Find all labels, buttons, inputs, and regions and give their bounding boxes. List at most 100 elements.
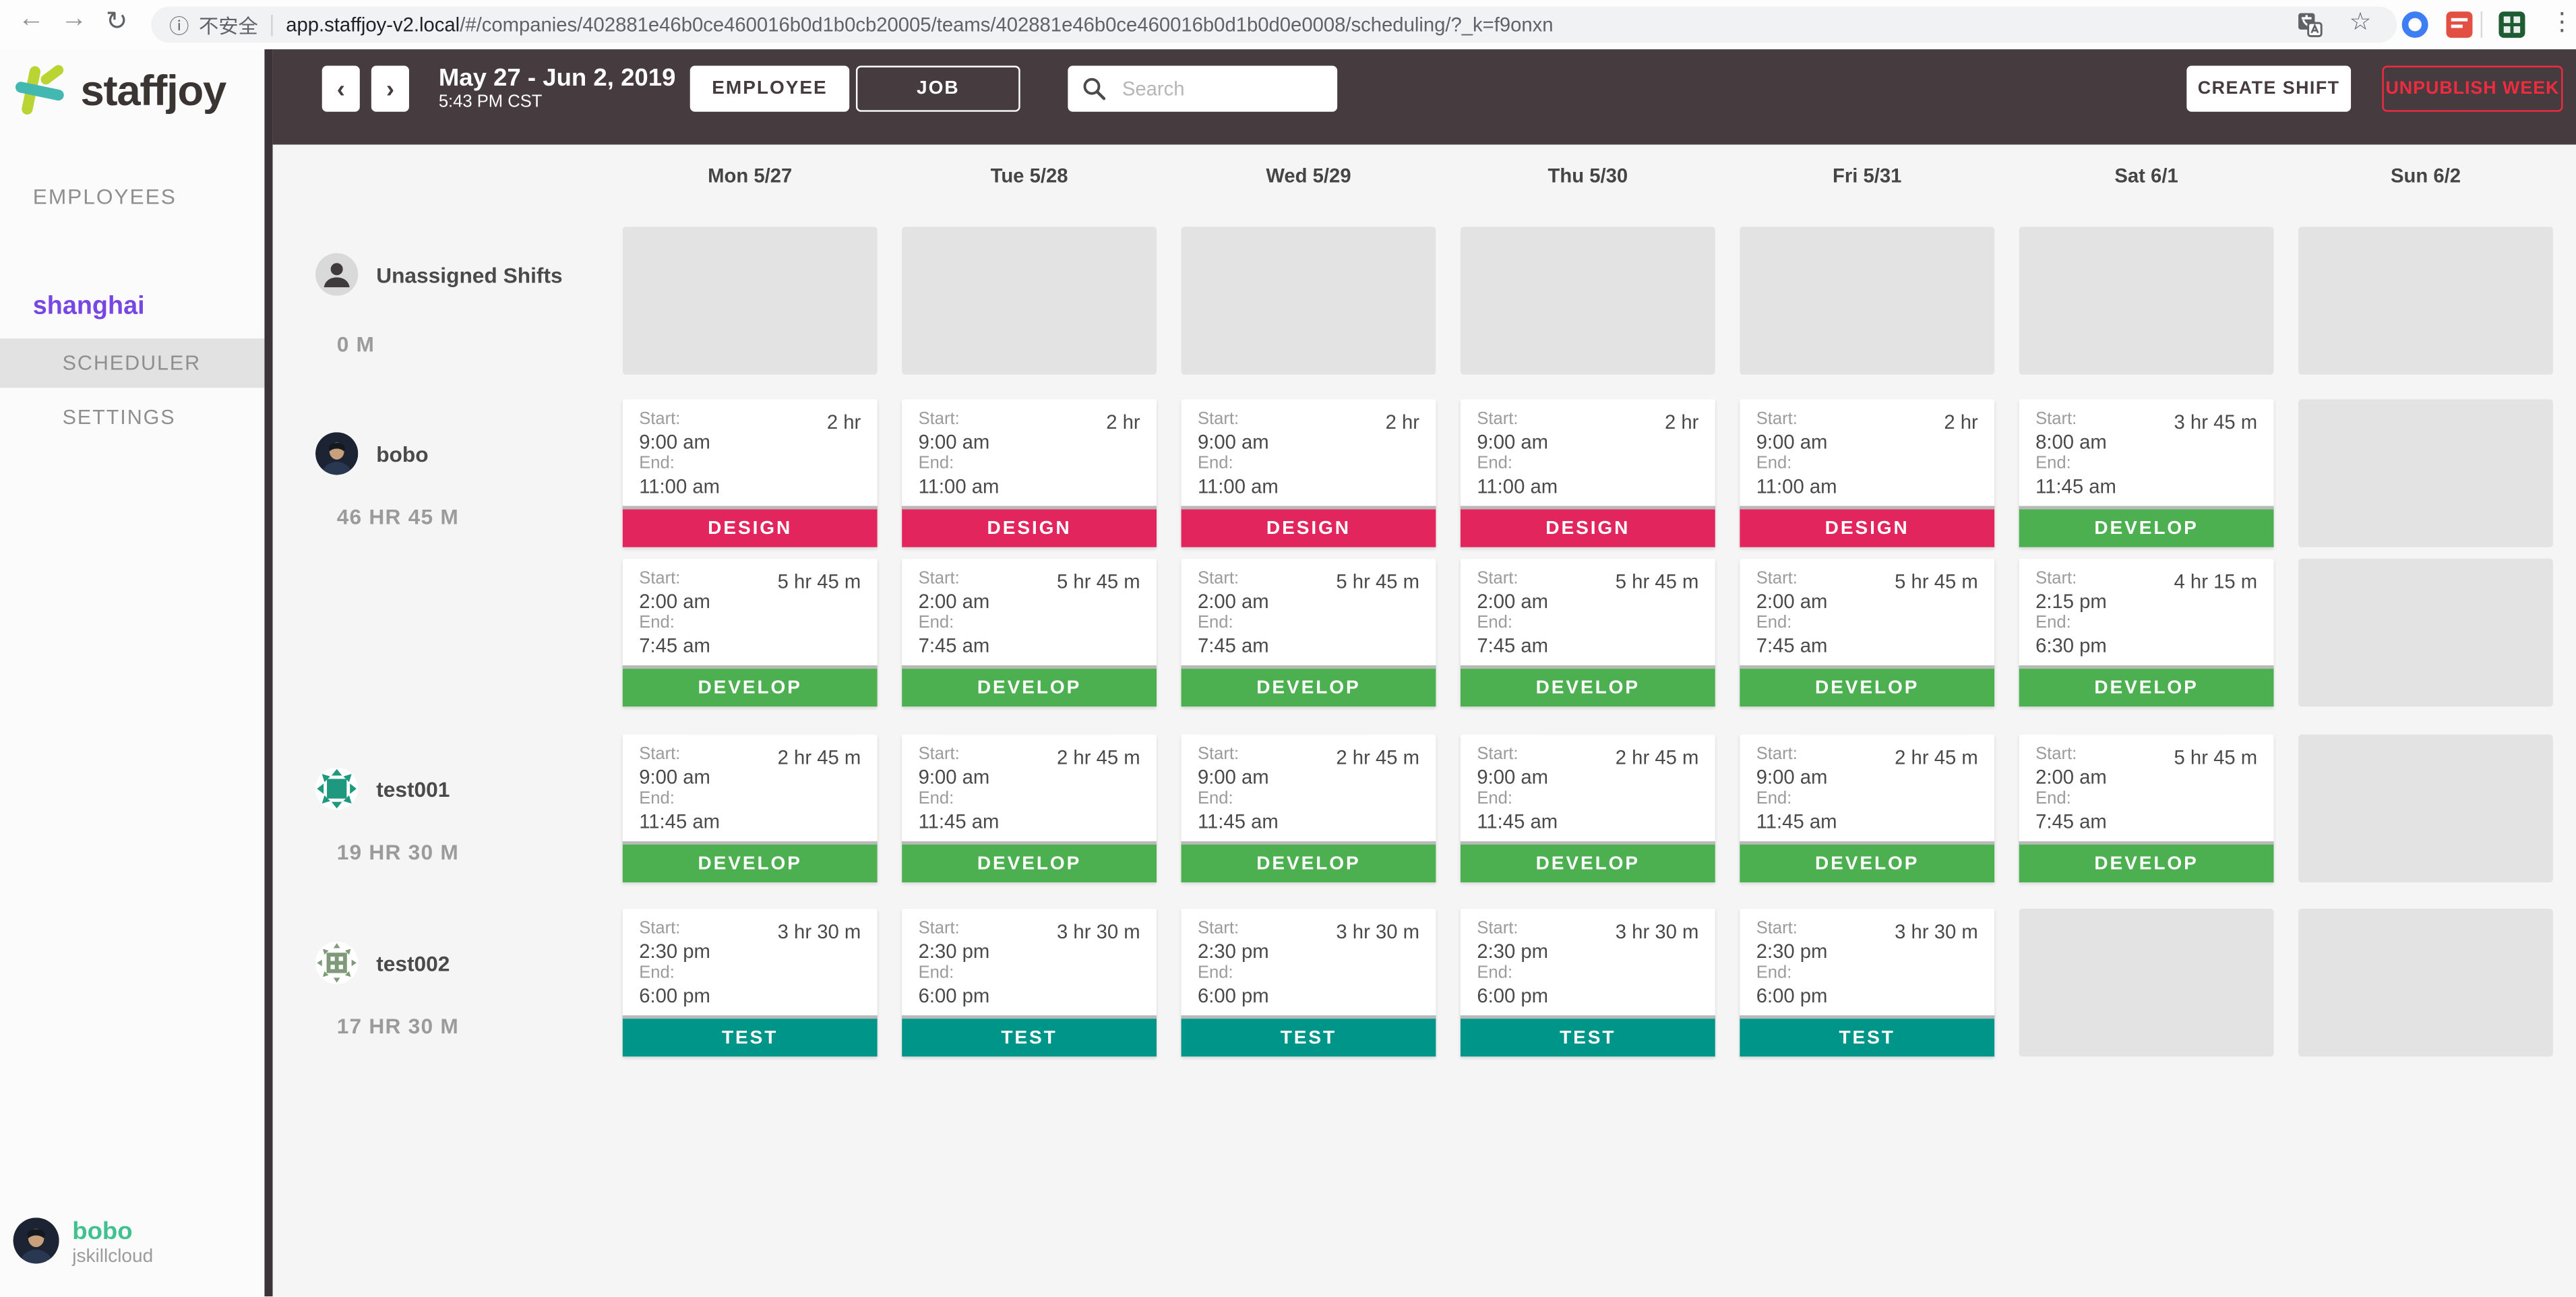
empty-shift-placeholder[interactable] [622,227,878,375]
shift-card-body: Start: 2:00 am End: 7:45 am 5 hr 45 m [1740,559,1994,665]
shift-duration: 5 hr 45 m [1336,570,1419,593]
shift-start-label: Start: [1756,744,1798,764]
brand-name: staffjoy [80,65,226,115]
shift-duration: 2 hr [1106,411,1140,434]
shift-card[interactable]: Start: 9:00 am End: 11:00 am 2 hr DESIGN [1181,399,1436,547]
browser-menu-icon[interactable]: ⋮ [2550,8,2575,36]
sidebar-item-scheduler[interactable]: SCHEDULER [0,338,265,388]
shift-duration: 5 hr 45 m [1895,570,1978,593]
shift-end-label: End: [1756,613,1792,633]
empty-shift-placeholder[interactable] [2298,399,2553,547]
prev-week-button[interactable]: ‹ [321,65,360,112]
shift-start-label: Start: [918,744,960,764]
employee-shift-cells: Start: 9:00 am End: 11:00 am 2 hr DESIGN Start… [622,399,2553,707]
shift-card[interactable]: Start: 2:30 pm End: 6:00 pm 3 hr 30 m TEST [1181,908,1436,1057]
shift-card[interactable]: Start: 9:00 am End: 11:45 am 2 hr 45 m DEVELO… [622,734,878,882]
browser-reload-icon[interactable]: ↻ [105,8,128,36]
shift-card[interactable]: Start: 2:30 pm End: 6:00 pm 3 hr 30 m TEST [902,908,1157,1057]
shift-start-time: 2:30 pm [1477,940,1549,963]
shift-start-time: 9:00 am [1756,430,1828,454]
employee-avatar [315,767,359,810]
employee-week-hours: 0 M [336,332,375,357]
shift-card[interactable]: Start: 9:00 am End: 11:00 am 2 hr DESIGN [902,399,1157,547]
empty-shift-placeholder[interactable] [2298,558,2553,707]
empty-shift-placeholder[interactable] [2298,227,2553,375]
shift-card[interactable]: Start: 2:00 am End: 7:45 am 5 hr 45 m DEVELOP [2019,734,2274,882]
empty-shift-placeholder[interactable] [1460,227,1715,375]
shift-card-body: Start: 9:00 am End: 11:45 am 2 hr 45 m [902,735,1157,841]
shift-card[interactable]: Start: 2:00 am End: 7:45 am 5 hr 45 m DEVELOP [1460,558,1715,707]
empty-shift-placeholder[interactable] [1740,227,1995,375]
shift-start-time: 9:00 am [918,765,990,789]
employee-week-hours: 17 HR 30 M [336,1013,459,1039]
shift-job-banner: DEVELOP [622,841,878,882]
shift-start-time: 9:00 am [1477,430,1549,454]
shift-end-time: 11:00 am [639,475,720,498]
shift-card[interactable]: Start: 2:30 pm End: 6:00 pm 3 hr 30 m TEST [1740,908,1995,1057]
shift-card[interactable]: Start: 9:00 am End: 11:00 am 2 hr DESIGN [1740,399,1995,547]
shift-card[interactable]: Start: 9:00 am End: 11:45 am 2 hr 45 m DEVELO… [1181,734,1436,882]
next-week-button[interactable]: › [371,65,409,112]
shift-end-label: End: [918,789,954,809]
extension-blue-icon[interactable] [2401,11,2428,38]
empty-shift-placeholder[interactable] [2019,227,2274,375]
shift-start-label: Start: [918,918,960,938]
shift-card[interactable]: Start: 2:00 am End: 7:45 am 5 hr 45 m DEVELOP [1740,558,1995,707]
shift-card[interactable]: Start: 9:00 am End: 11:45 am 2 hr 45 m DEVELO… [1460,734,1715,882]
sidebar-team-name[interactable]: shanghai [32,292,145,321]
shift-start-time: 9:00 am [918,430,990,454]
shift-card[interactable]: Start: 2:00 am End: 7:45 am 5 hr 45 m DEVELOP [1181,558,1436,707]
view-toggle-job[interactable]: JOB [855,65,1020,112]
browser-forward-icon[interactable]: → [61,5,88,33]
shift-card[interactable]: Start: 8:00 am End: 11:45 am 3 hr 45 m DEVELO… [2019,399,2274,547]
empty-shift-placeholder[interactable] [902,227,1157,375]
shift-card[interactable]: Start: 9:00 am End: 11:45 am 2 hr 45 m DEVELO… [1740,734,1995,882]
unpublish-week-button[interactable]: UNPUBLISH WEEK [2382,65,2563,112]
employee-shift-cells: Start: 2:30 pm End: 6:00 pm 3 hr 30 m TEST Sta… [622,908,2553,1057]
search-icon [1083,78,1106,100]
shift-card[interactable]: Start: 2:30 pm End: 6:00 pm 3 hr 30 m TEST [622,908,878,1057]
view-toggle-employee[interactable]: EMPLOYEE [689,65,850,112]
shift-end-time: 11:45 am [1756,810,1837,833]
address-bar[interactable]: ⓘ 不安全 app.staffjoy-v2.local /#/companies… [151,6,2397,43]
sidebar-user[interactable]: bobo jskillcloud [13,1217,153,1270]
shift-duration: 5 hr 45 m [1057,570,1140,593]
sidebar-item-scheduler-label: SCHEDULER [62,351,202,375]
shift-card[interactable]: Start: 2:15 pm End: 6:30 pm 4 hr 15 m DEVELOP [2019,558,2274,707]
shift-start-label: Start: [2035,568,2077,589]
shift-duration: 2 hr 45 m [777,746,861,769]
translate-icon[interactable] [2297,11,2323,38]
shift-end-time: 6:30 pm [2035,634,2107,657]
empty-shift-placeholder[interactable] [2298,908,2553,1057]
bookmark-star-icon[interactable]: ☆ [2349,8,2372,36]
shift-card[interactable]: Start: 9:00 am End: 11:45 am 2 hr 45 m DEVELO… [902,734,1157,882]
employee-row-label: Unassigned Shifts 0 M [273,227,623,374]
search-box[interactable] [1068,65,1338,112]
shift-end-label: End: [1477,613,1512,633]
date-range-label: May 27 - Jun 2, 2019 [438,64,676,92]
sidebar-item-employees[interactable]: EMPLOYEES [32,184,177,209]
search-input[interactable] [1118,76,1331,102]
create-shift-button[interactable]: CREATE SHIFT [2186,65,2352,112]
browser-back-icon[interactable]: ← [18,5,44,33]
shift-end-time: 11:45 am [918,810,1000,833]
empty-shift-placeholder[interactable] [2019,908,2274,1057]
shift-start-label: Start: [639,744,681,764]
staffjoy-logo[interactable]: staffjoy [13,59,226,122]
shift-job-banner: DESIGN [1460,506,1715,547]
shift-card-body: Start: 2:30 pm End: 6:00 pm 3 hr 30 m [1461,909,1715,1015]
empty-shift-placeholder[interactable] [2298,734,2553,882]
sidebar-item-settings[interactable]: SETTINGS [62,406,176,429]
page-info-icon[interactable]: ⓘ [169,13,189,37]
extension-red-icon[interactable] [2446,11,2473,38]
shift-card[interactable]: Start: 2:00 am End: 7:45 am 5 hr 45 m DEVELOP [902,558,1157,707]
shift-card[interactable]: Start: 9:00 am End: 11:00 am 2 hr DESIGN [622,399,878,547]
shift-card[interactable]: Start: 2:30 pm End: 6:00 pm 3 hr 30 m TEST [1460,908,1715,1057]
shift-start-time: 2:00 am [1477,590,1549,613]
extension-green-icon[interactable] [2498,11,2525,38]
shift-card[interactable]: Start: 9:00 am End: 11:00 am 2 hr DESIGN [1460,399,1715,547]
shift-card[interactable]: Start: 2:00 am End: 7:45 am 5 hr 45 m DEVELOP [622,558,878,707]
shift-job-banner: DEVELOP [1460,665,1715,707]
empty-shift-placeholder[interactable] [1181,227,1436,375]
shift-start-label: Start: [1477,744,1519,764]
